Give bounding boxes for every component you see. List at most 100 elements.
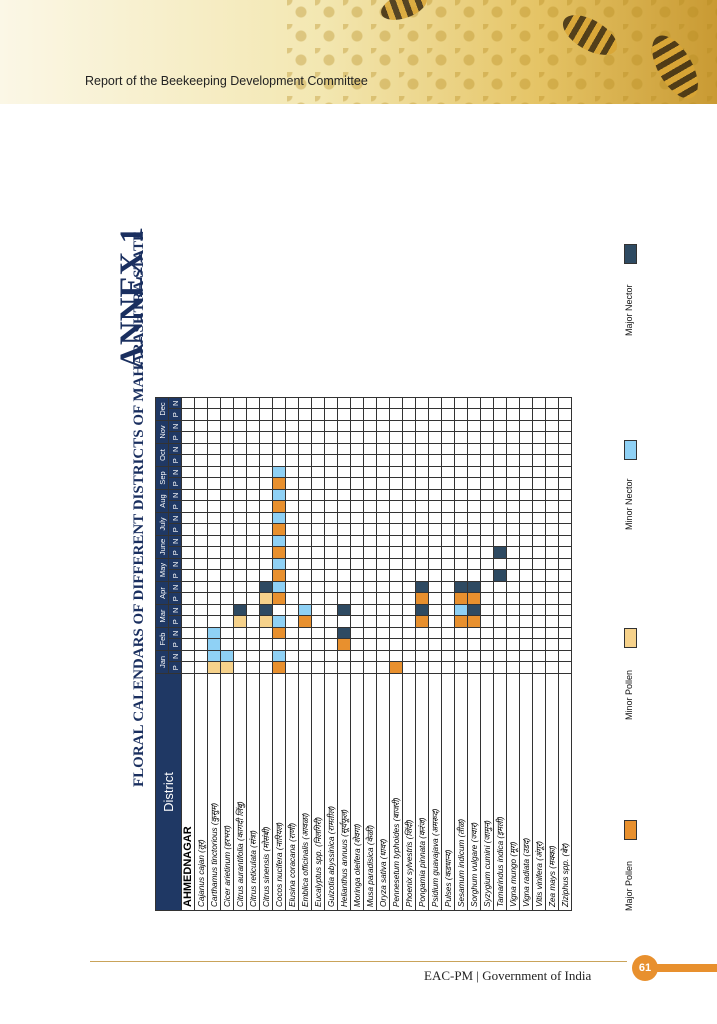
calendar-cell <box>558 512 572 524</box>
calendar-cell <box>506 489 520 501</box>
calendar-cell <box>207 420 221 432</box>
calendar-cell <box>272 409 286 421</box>
calendar-cell <box>532 570 546 582</box>
calendar-cell <box>545 432 559 444</box>
calendar-cell <box>259 489 273 501</box>
calendar-cell <box>181 627 195 639</box>
calendar-cell <box>259 432 273 444</box>
calendar-cell <box>519 466 533 478</box>
calendar-cell <box>415 432 429 444</box>
calendar-cell <box>233 570 247 582</box>
calendar-cell <box>220 432 234 444</box>
calendar-cell <box>415 512 429 524</box>
plant-name: Psidium guavajava (अमरूद) <box>428 673 442 911</box>
calendar-cell <box>259 558 273 570</box>
calendar-cell <box>194 570 208 582</box>
calendar-cell <box>558 420 572 432</box>
calendar-cell <box>207 535 221 547</box>
calendar-cell <box>324 581 338 593</box>
calendar-cell <box>558 650 572 662</box>
pollen-subheader: P <box>168 409 182 421</box>
calendar-cell <box>402 443 416 455</box>
calendar-cell <box>402 581 416 593</box>
calendar-cell <box>259 604 273 616</box>
pollen-subheader: P <box>168 524 182 536</box>
calendar-cell <box>363 432 377 444</box>
legend-minor-nector-label: Minor Nector <box>624 478 634 530</box>
calendar-cell <box>376 489 390 501</box>
calendar-cell <box>480 512 494 524</box>
calendar-cell <box>220 501 234 513</box>
calendar-cell <box>285 397 299 409</box>
calendar-cell <box>532 409 546 421</box>
calendar-cell <box>493 604 507 616</box>
calendar-cell <box>480 604 494 616</box>
plant-name: Zea mays (मक्का) <box>545 673 559 911</box>
month-header: Nov <box>155 420 169 444</box>
calendar-cell <box>376 604 390 616</box>
calendar-cell <box>545 593 559 605</box>
calendar-cell <box>311 558 325 570</box>
calendar-cell <box>558 627 572 639</box>
calendar-cell <box>207 489 221 501</box>
calendar-cell <box>558 501 572 513</box>
calendar-cell <box>298 489 312 501</box>
calendar-cell <box>285 443 299 455</box>
calendar-cell <box>207 409 221 421</box>
calendar-cell <box>324 443 338 455</box>
calendar-cell <box>181 535 195 547</box>
calendar-cell <box>350 604 364 616</box>
calendar-cell <box>454 432 468 444</box>
calendar-cell <box>493 627 507 639</box>
calendar-cell <box>194 547 208 559</box>
calendar-cell <box>441 524 455 536</box>
calendar-cell <box>324 489 338 501</box>
calendar-cell <box>441 558 455 570</box>
calendar-cell <box>545 512 559 524</box>
table-row: Sesamum indicum (तीळ) <box>454 397 468 911</box>
pollen-subheader: P <box>168 478 182 490</box>
calendar-cell <box>376 397 390 409</box>
calendar-cell <box>415 478 429 490</box>
legend-major-pollen-label: Major Pollen <box>624 860 634 911</box>
calendar-cell <box>311 489 325 501</box>
calendar-cell <box>337 627 351 639</box>
calendar-cell <box>311 627 325 639</box>
calendar-cell <box>402 547 416 559</box>
calendar-cell <box>506 616 520 628</box>
month-header: July <box>155 512 169 536</box>
plant-name: Ziziphus spp. (बेर) <box>558 673 572 911</box>
calendar-cell <box>389 570 403 582</box>
calendar-cell <box>376 443 390 455</box>
calendar-cell <box>506 455 520 467</box>
calendar-cell <box>233 639 247 651</box>
calendar-cell <box>337 466 351 478</box>
calendar-cell <box>194 627 208 639</box>
calendar-cell <box>194 593 208 605</box>
calendar-cell <box>220 593 234 605</box>
calendar-cell <box>389 616 403 628</box>
calendar-cell <box>389 501 403 513</box>
calendar-cell <box>272 593 286 605</box>
calendar-cell <box>376 593 390 605</box>
calendar-cell <box>467 512 481 524</box>
calendar-cell <box>272 432 286 444</box>
calendar-cell <box>350 443 364 455</box>
month-header: June <box>155 535 169 559</box>
calendar-cell <box>298 455 312 467</box>
calendar-cell <box>285 535 299 547</box>
calendar-cell <box>454 616 468 628</box>
calendar-cell <box>350 558 364 570</box>
calendar-cell <box>454 455 468 467</box>
calendar-cell <box>532 420 546 432</box>
table-row: Psidium guavajava (अमरूद) <box>428 397 442 911</box>
table-row: Oryza sativa (धावर) <box>376 397 390 911</box>
calendar-cell <box>402 593 416 605</box>
calendar-cell <box>467 409 481 421</box>
calendar-cell <box>506 662 520 674</box>
calendar-cell <box>298 604 312 616</box>
calendar-cell <box>220 547 234 559</box>
calendar-cell <box>324 593 338 605</box>
calendar-cell <box>259 650 273 662</box>
calendar-cell <box>441 616 455 628</box>
